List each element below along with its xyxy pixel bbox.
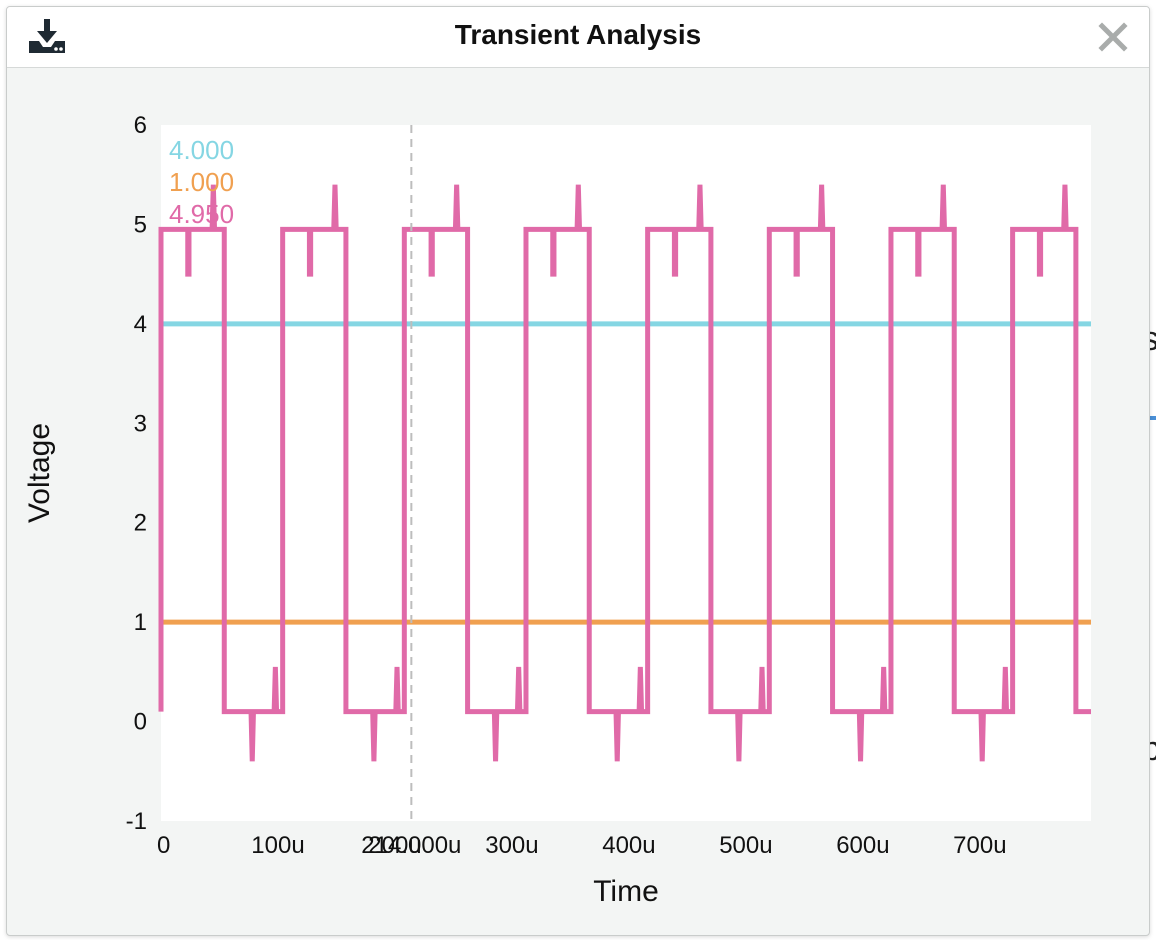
y-tick-label: 2 [134, 510, 147, 537]
series-line [158, 184, 1091, 762]
cursor-readout: 1.000 [169, 167, 234, 197]
y-axis-label: Voltage [23, 423, 56, 523]
background-accent-line [1150, 416, 1156, 420]
close-icon [1098, 22, 1128, 52]
cursor-readout: 4.000 [169, 135, 234, 165]
transient-analysis-window[interactable]: Transient Analysis -1 0 1 2 3 4 5 6 0 100u 200u 300… [6, 6, 1150, 936]
transient-chart[interactable]: -1 0 1 2 3 4 5 6 0 100u 200u 300u 400u 500u 600u 700u Ti… [7, 7, 1149, 935]
x-tick-label: 200u [368, 832, 421, 859]
x-tick-label: 600u [836, 832, 889, 859]
cursor-time-label: 214.000u [361, 832, 461, 859]
close-button[interactable] [1097, 21, 1129, 53]
y-tick-label: 3 [134, 410, 147, 437]
y-tick-label: -1 [126, 808, 147, 835]
x-tick-label: 700u [953, 832, 1006, 859]
y-tick-label: 0 [134, 709, 147, 736]
plot-area[interactable] [161, 125, 1091, 821]
x-tick-label: 100u [251, 832, 304, 859]
x-axis-label: Time [593, 875, 659, 908]
y-tick-label: 1 [134, 609, 147, 636]
x-tick-label: 0 [157, 832, 170, 859]
title-bar[interactable]: Transient Analysis [7, 7, 1149, 68]
x-tick-label: 400u [602, 832, 655, 859]
cursor-readout: 4.950 [169, 199, 234, 229]
download-button[interactable] [25, 15, 69, 59]
y-tick-label: 5 [134, 211, 147, 238]
x-tick-label: 500u [719, 832, 772, 859]
window-title: Transient Analysis [454, 19, 702, 50]
x-tick-label: 300u [485, 832, 538, 859]
download-icon [29, 19, 65, 53]
y-tick-label: 6 [134, 112, 147, 139]
y-tick-label: 4 [134, 311, 147, 338]
